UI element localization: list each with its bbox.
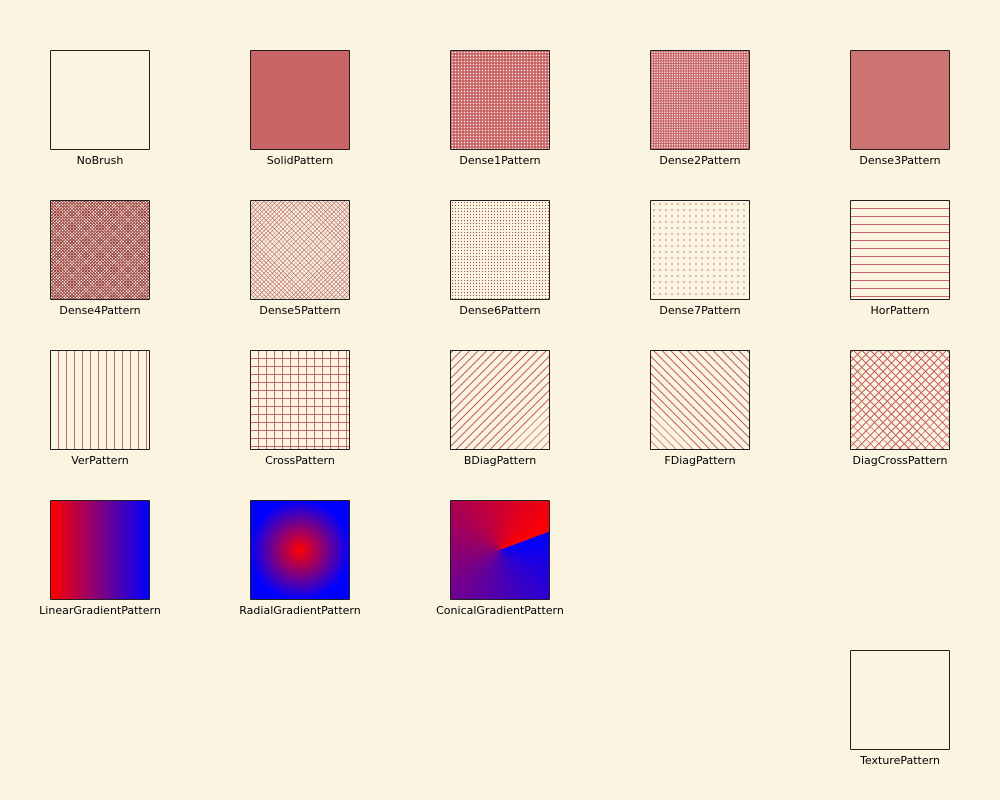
- pattern-label-dense6: Dense6Pattern: [459, 304, 541, 317]
- pattern-cell-dense1: Dense1Pattern: [410, 50, 590, 180]
- pattern-label-dense2: Dense2Pattern: [659, 154, 741, 167]
- pattern-cell-dense5: Dense5Pattern: [210, 200, 390, 330]
- pattern-swatch-fdiag: [650, 350, 750, 450]
- pattern-swatch-cross: [250, 350, 350, 450]
- pattern-label-dense1: Dense1Pattern: [459, 154, 541, 167]
- pattern-swatch-dense1: [450, 50, 550, 150]
- pattern-cell-dense4: Dense4Pattern: [10, 200, 190, 330]
- pattern-label-radial-gradient: RadialGradientPattern: [239, 604, 361, 617]
- pattern-label-linear-gradient: LinearGradientPattern: [39, 604, 161, 617]
- pattern-label-diagcross: DiagCrossPattern: [852, 454, 948, 467]
- pattern-swatch-dense2: [650, 50, 750, 150]
- pattern-label-cross: CrossPattern: [265, 454, 335, 467]
- pattern-cell-linear-gradient: LinearGradientPattern: [10, 500, 190, 630]
- pattern-cell-texture: TexturePattern: [810, 650, 990, 780]
- pattern-swatch-dense3: [850, 50, 950, 150]
- pattern-cell-dense7: Dense7Pattern: [610, 200, 790, 330]
- pattern-label-texture: TexturePattern: [860, 754, 940, 767]
- pattern-cell-cross: CrossPattern: [210, 350, 390, 480]
- pattern-swatch-ver: [50, 350, 150, 450]
- pattern-cell-radial-gradient: RadialGradientPattern: [210, 500, 390, 630]
- pattern-swatch-hor: [850, 200, 950, 300]
- pattern-cell-bdiag: BDiagPattern: [410, 350, 590, 480]
- pattern-label-dense3: Dense3Pattern: [859, 154, 941, 167]
- pattern-label-solid: SolidPattern: [266, 154, 334, 167]
- pattern-cell-solid: SolidPattern: [210, 50, 390, 180]
- pattern-label-bdiag: BDiagPattern: [463, 454, 537, 467]
- pattern-cell-diagcross: DiagCrossPattern: [810, 350, 990, 480]
- pattern-cell-dense3: Dense3Pattern: [810, 50, 990, 180]
- pattern-label-nobrush: NoBrush: [76, 154, 124, 167]
- pattern-cell-dense2: Dense2Pattern: [610, 50, 790, 180]
- pattern-swatch-dense4: [50, 200, 150, 300]
- pattern-cell-conical-gradient: ConicalGradientPattern: [410, 500, 590, 630]
- pattern-cell-nobrush: NoBrush: [10, 50, 190, 180]
- pattern-swatch-dense7: [650, 200, 750, 300]
- pattern-cell-fdiag: FDiagPattern: [610, 350, 790, 480]
- pattern-cell-dense6: Dense6Pattern: [410, 200, 590, 330]
- pattern-cell-hor: HorPattern: [810, 200, 990, 330]
- pattern-swatch-diagcross: [850, 350, 950, 450]
- pattern-swatch-linear-gradient: [50, 500, 150, 600]
- pattern-swatch-dense6: [450, 200, 550, 300]
- pattern-swatch-texture: [850, 650, 950, 750]
- pattern-swatch-nobrush: [50, 50, 150, 150]
- pattern-swatch-conical-gradient: [450, 500, 550, 600]
- pattern-label-dense4: Dense4Pattern: [59, 304, 141, 317]
- pattern-swatch-bdiag: [450, 350, 550, 450]
- pattern-label-dense7: Dense7Pattern: [659, 304, 741, 317]
- pattern-label-ver: VerPattern: [71, 454, 129, 467]
- pattern-label-conical-gradient: ConicalGradientPattern: [436, 604, 564, 617]
- pattern-label-dense5: Dense5Pattern: [259, 304, 341, 317]
- pattern-label-fdiag: FDiagPattern: [664, 454, 736, 467]
- pattern-cell-ver: VerPattern: [10, 350, 190, 480]
- pattern-swatch-dense5: [250, 200, 350, 300]
- pattern-swatch-radial-gradient: [250, 500, 350, 600]
- pattern-label-hor: HorPattern: [870, 304, 930, 317]
- pattern-swatch-solid: [250, 50, 350, 150]
